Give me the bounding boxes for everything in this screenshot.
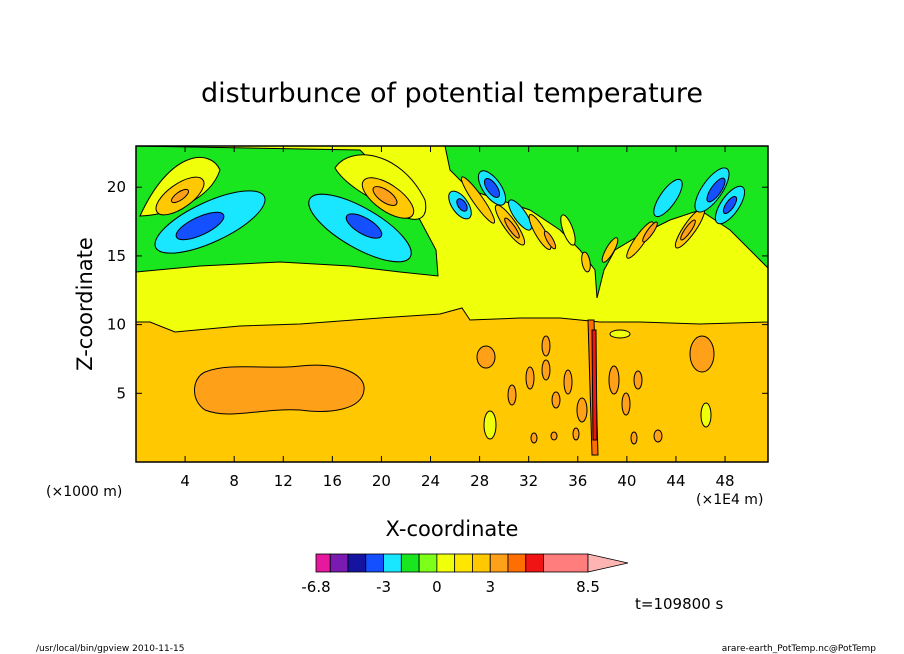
x-unit-left: (×1000 m) <box>46 484 122 500</box>
colorbar-swatch <box>436 553 456 573</box>
footer-left: /usr/local/bin/gpview 2010-11-15 <box>36 644 184 654</box>
x-tick-label: 48 <box>716 472 735 490</box>
colorbar <box>315 553 629 573</box>
y-tick-label: 15 <box>107 247 126 265</box>
time-label: t=109800 s <box>635 595 723 613</box>
blob-blue-mid <box>345 213 383 239</box>
colorbar-tick-label: -6.8 <box>301 578 330 596</box>
colorbar-labels: -6.8 -3 0 3 8.5 <box>301 578 600 596</box>
plot-frame <box>135 145 769 463</box>
y-tick-label: 10 <box>107 316 126 334</box>
y-tick-label: 20 <box>107 178 126 196</box>
blob-orange2-top-mid <box>372 186 398 206</box>
y-axis-label: Z-coordinate <box>73 237 97 371</box>
x-tick-label: 40 <box>617 472 636 490</box>
colorbar-swatch <box>472 553 491 573</box>
x-tick-label: 16 <box>323 472 342 490</box>
colorbar-swatch <box>365 553 384 573</box>
x-tick-label: 24 <box>421 472 440 490</box>
colorbar-swatch <box>507 553 527 573</box>
colorbar-extend <box>587 553 629 573</box>
y-tick-label: 5 <box>116 384 126 402</box>
colorbar-swatch <box>543 553 589 573</box>
contour-field <box>136 146 768 462</box>
colorbar-tick-label: 8.5 <box>576 578 600 596</box>
x-tick-label: 28 <box>470 472 489 490</box>
colorbar-swatch <box>347 553 367 573</box>
x-tick-label: 32 <box>519 472 538 490</box>
colorbar-tick-label: 0 <box>432 578 442 596</box>
blob-orange2-top-left <box>170 188 190 204</box>
wave-train <box>448 167 746 273</box>
x-axis-label: X-coordinate <box>386 517 519 541</box>
colorbar-swatch <box>400 553 420 573</box>
chart-title: disturbunce of potential temperature <box>201 78 703 109</box>
colorbar-swatch <box>418 553 438 573</box>
colorbar-swatch <box>315 553 331 573</box>
blob-blue-left <box>175 211 225 241</box>
colorbar-swatch <box>525 553 544 573</box>
x-tick-label: 8 <box>229 472 239 490</box>
cells-lower <box>476 319 715 456</box>
x-tick-label: 44 <box>666 472 685 490</box>
colorbar-swatch <box>329 553 349 573</box>
x-unit-right: (×1E4 m) <box>696 492 763 508</box>
y-axis: 5 10 15 20 <box>107 178 768 402</box>
blob-orange-lower-left <box>194 364 365 415</box>
colorbar-tick-label: -3 <box>376 578 391 596</box>
colorbar-swatch <box>454 553 473 573</box>
colorbar-swatch <box>383 553 402 573</box>
colorbar-tick-label: 3 <box>485 578 495 596</box>
colorbar-swatch <box>489 553 509 573</box>
x-axis: 4 8 12 16 20 24 28 32 36 40 44 48 <box>180 146 735 490</box>
x-tick-label: 12 <box>274 472 293 490</box>
footer-right: arare-earth_PotTemp.nc@PotTemp <box>722 644 877 654</box>
x-tick-label: 36 <box>568 472 587 490</box>
x-tick-label: 4 <box>180 472 190 490</box>
x-tick-label: 20 <box>372 472 391 490</box>
